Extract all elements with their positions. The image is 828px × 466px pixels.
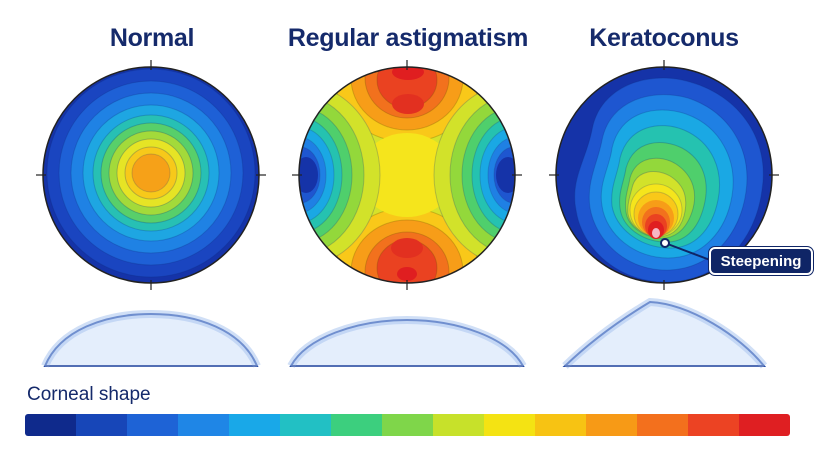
color-scale-swatch (433, 414, 484, 436)
color-scale-swatch (637, 414, 688, 436)
color-scale-swatch (535, 414, 586, 436)
color-scale-swatch (178, 414, 229, 436)
color-scale-swatch (25, 414, 76, 436)
color-scale-label: Corneal shape (27, 384, 151, 405)
panel-title-astigmatism: Regular astigmatism (287, 24, 529, 52)
color-scale-swatch (331, 414, 382, 436)
color-scale-swatch (688, 414, 739, 436)
astigmatism-cornea-profile (287, 315, 527, 369)
normal-topography-map (36, 60, 266, 290)
callout-dot (660, 238, 670, 248)
panel-title-keratoconus: Keratoconus (589, 24, 739, 52)
color-scale-swatch (280, 414, 331, 436)
callout-leader-line (664, 242, 711, 261)
astigmatism-topography-map (292, 60, 522, 290)
color-scale-swatch (127, 414, 178, 436)
color-scale-swatch (484, 414, 535, 436)
color-scale-swatch (76, 414, 127, 436)
color-scale-swatch (229, 414, 280, 436)
color-scale-swatch (382, 414, 433, 436)
color-scale-bar (25, 414, 790, 436)
color-scale-swatch (739, 414, 790, 436)
steepening-callout: Steepening (709, 247, 813, 275)
color-scale-swatch (586, 414, 637, 436)
topography-maps (36, 60, 779, 369)
panel-title-normal: Normal (109, 24, 195, 52)
normal-cornea-profile (41, 309, 261, 368)
keratoconus-cornea-profile (562, 297, 768, 369)
keratoconus-topography-map (549, 60, 779, 290)
